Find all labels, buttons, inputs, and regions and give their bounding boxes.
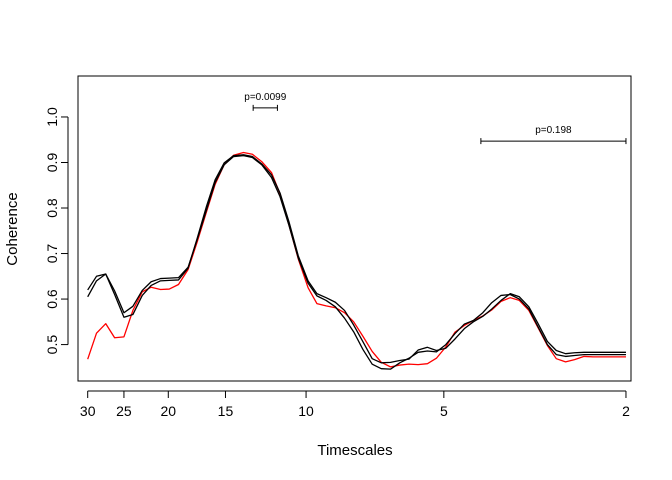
y-tick-label: 1.0 [44,107,60,127]
y-tick-label: 0.8 [44,198,60,218]
series-line-3 [87,154,626,364]
series-line-1 [87,151,626,368]
pvalue-label: p=0.198 [535,125,572,136]
series-layer [87,151,626,370]
x-axis: 30 25 20 15 10 5 2 [80,390,630,419]
x-tick-label: 20 [161,403,177,419]
pvalue-label: p=0.0099 [244,92,286,103]
y-tick-label: 0.9 [44,153,60,173]
y-axis-title: Coherence [4,192,21,265]
x-tick-label: 15 [218,403,234,419]
pvalue-bracket-1: p=0.0099 [244,92,287,111]
y-tick-label: 0.6 [44,289,60,309]
x-tick-label: 5 [440,403,448,419]
x-tick-label: 10 [298,403,314,419]
x-tick-label: 2 [622,403,630,419]
x-tick-label: 25 [116,403,132,419]
y-axis: 0.5 0.6 0.7 0.8 0.9 1.0 [44,107,69,355]
x-tick-label: 30 [80,403,96,419]
y-tick-label: 0.5 [44,335,60,355]
y-tick-label: 0.7 [44,244,60,264]
annotation-layer: p=0.0099 p=0.198 [244,92,627,145]
pvalue-bracket-2: p=0.198 [480,125,627,145]
series-line-2 [87,155,626,370]
plot-frame [77,75,632,382]
x-axis-title: Timescales [317,442,392,459]
